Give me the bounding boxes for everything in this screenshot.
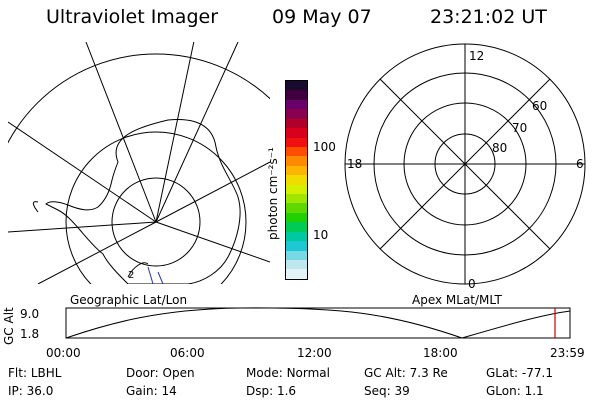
alt-ylabel: GC Alt	[2, 307, 16, 345]
xtick-1800: 18:00	[423, 346, 458, 360]
info-flt: Flt: LBHL	[8, 366, 62, 380]
xtick-2359: 23:59	[550, 346, 585, 360]
colorbar	[285, 80, 308, 280]
colorbar-swatch-7	[286, 146, 307, 157]
mlt-label-6: 6	[576, 157, 584, 171]
colorbar-tick-100: 100	[313, 140, 336, 154]
colorbar-swatch-15	[286, 222, 307, 232]
alt-tick-1-8: 1.8	[20, 327, 39, 341]
colorbar-swatch-4	[286, 118, 307, 129]
date-label: 09 May 07	[272, 6, 372, 28]
colorbar-swatch-14	[286, 212, 307, 223]
colorbar-swatch-1	[286, 90, 307, 100]
info-glat: GLat: -77.1	[486, 366, 553, 380]
apex-caption: Apex MLat/MLT	[412, 293, 502, 307]
colorbar-swatch-3	[286, 109, 307, 119]
colorbar-swatch-20	[286, 269, 307, 279]
mlat-label-80: 80	[492, 141, 507, 155]
mlt-label-18: 18	[347, 157, 362, 171]
colorbar-swatch-11	[286, 184, 307, 195]
altitude-strip: 9.0 1.8 GC Alt	[2, 307, 571, 345]
xtick-0000: 00:00	[46, 346, 81, 360]
xtick-0600: 06:00	[170, 346, 205, 360]
time-label: 23:21:02 UT	[430, 6, 547, 28]
colorbar-tick-10: 10	[313, 228, 329, 242]
colorbar-swatch-9	[286, 165, 307, 176]
alt-tick-9: 9.0	[20, 307, 39, 321]
instrument-title: Ultraviolet Imager	[46, 6, 219, 28]
info-gain: Gain: 14	[126, 384, 177, 398]
info-dsp: Dsp: 1.6	[246, 384, 297, 398]
info-door: Door: Open	[126, 366, 195, 380]
colorbar-swatch-8	[286, 156, 307, 166]
svg-text:photon cm⁻²s⁻¹: photon cm⁻²s⁻¹	[266, 147, 280, 240]
colorbar-swatch-18	[286, 250, 307, 261]
mlt-label-0: 0	[468, 277, 476, 291]
colorbar-swatch-6	[286, 137, 307, 147]
mlat-label-60: 60	[532, 99, 547, 113]
colorbar-unit-label: photon cm⁻²s⁻¹	[266, 147, 280, 240]
colorbar-swatch-12	[286, 194, 307, 204]
colorbar-swatch-16	[286, 231, 307, 242]
mlat-label-70: 70	[512, 121, 527, 135]
colorbar-swatch-19	[286, 260, 307, 270]
info-ip: IP: 36.0	[8, 384, 54, 398]
info-gcalt: GC Alt: 7.3 Re	[364, 366, 448, 380]
geographic-caption: Geographic Lat/Lon	[70, 293, 188, 307]
map-marker-label: 2	[128, 270, 134, 281]
colorbar-swatch-2	[286, 99, 307, 110]
colorbar-swatch-13	[286, 203, 307, 213]
info-seq: Seq: 39	[364, 384, 410, 398]
info-mode: Mode: Normal	[246, 366, 330, 380]
mlt-label-12: 12	[469, 49, 484, 63]
xtick-1200: 12:00	[297, 346, 332, 360]
colorbar-swatch-5	[286, 128, 307, 138]
colorbar-swatch-10	[286, 175, 307, 185]
info-glon: GLon: 1.1	[486, 384, 544, 398]
geographic-map: 2	[8, 42, 270, 284]
colorbar-swatch-17	[286, 241, 307, 251]
colorbar-swatch-0	[286, 81, 307, 91]
mlat-mlt-dial: 12 18 6 0 60 70 80	[344, 43, 586, 291]
